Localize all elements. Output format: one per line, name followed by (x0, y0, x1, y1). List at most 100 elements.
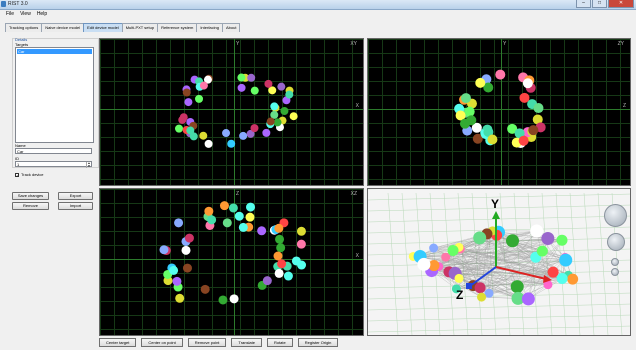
marker-sphere[interactable] (228, 203, 238, 213)
id-stepper[interactable]: 1 ▲ ▼ (15, 161, 92, 168)
marker-sphere[interactable] (204, 206, 214, 216)
zy-view[interactable]: ZY Y Z (367, 38, 631, 186)
marker-sphere[interactable] (464, 106, 475, 117)
marker-sphere[interactable] (541, 232, 555, 246)
marker-sphere[interactable] (441, 252, 451, 262)
marker-sphere[interactable] (277, 82, 286, 91)
marker-sphere[interactable] (291, 256, 301, 266)
marker-sphere[interactable] (218, 295, 228, 305)
marker-sphere[interactable] (477, 292, 487, 302)
marker-sphere[interactable] (239, 131, 248, 140)
rotate-control-icon[interactable] (604, 204, 627, 227)
marker-sphere[interactable] (547, 266, 559, 278)
marker-sphere[interactable] (184, 233, 194, 243)
menu-help[interactable]: Help (36, 11, 48, 17)
xz-view[interactable]: XZ Z X (99, 188, 364, 336)
marker-sphere[interactable] (204, 139, 213, 148)
marker-sphere[interactable] (207, 215, 217, 225)
remove-button[interactable]: Remove (12, 202, 49, 210)
tab-edit-device-model[interactable]: Edit device model (83, 23, 123, 32)
register-origin-button[interactable]: Register Origin (297, 338, 339, 347)
marker-sphere[interactable] (533, 103, 544, 114)
marker-sphere[interactable] (246, 129, 255, 138)
marker-sphere[interactable] (182, 88, 191, 97)
marker-sphere[interactable] (182, 263, 192, 273)
marker-sphere[interactable] (484, 288, 494, 298)
marker-sphere[interactable] (246, 202, 256, 212)
marker-sphere[interactable] (159, 245, 169, 255)
marker-sphere[interactable] (189, 132, 198, 141)
marker-sphere[interactable] (270, 110, 279, 119)
maximize-button[interactable]: □ (592, 0, 607, 8)
xy-view[interactable]: XY Y X (99, 38, 364, 186)
marker-sphere[interactable] (556, 234, 568, 246)
marker-sphere[interactable] (510, 280, 524, 294)
rotate-button[interactable]: Rotate (266, 338, 293, 347)
marker-sphere[interactable] (428, 260, 440, 272)
translate-button[interactable]: Translate (231, 338, 262, 347)
marker-sphere[interactable] (178, 115, 187, 124)
marker-sphere[interactable] (276, 243, 286, 253)
marker-sphere[interactable] (518, 135, 529, 146)
name-field[interactable]: Car (15, 148, 92, 154)
marker-sphere[interactable] (474, 282, 486, 294)
marker-sphere[interactable] (528, 125, 539, 136)
marker-sphere[interactable] (296, 239, 306, 249)
tab-multi-pxt-setup[interactable]: Multi-PXT setup (121, 23, 159, 32)
marker-sphere[interactable] (559, 253, 573, 267)
tab-naive-device-model[interactable]: Naive device model (41, 23, 85, 32)
minimize-button[interactable]: – (576, 0, 591, 8)
marker-sphere[interactable] (472, 133, 483, 144)
spin-arrows-icon[interactable]: ▲ ▼ (86, 161, 91, 168)
marker-sphere[interactable] (289, 112, 298, 121)
marker-sphere[interactable] (471, 122, 482, 133)
marker-sphere[interactable] (266, 117, 275, 126)
zoom-in-icon[interactable] (611, 258, 619, 266)
marker-sphere[interactable] (536, 245, 548, 257)
marker-sphere[interactable] (454, 273, 464, 283)
marker-sphere[interactable] (460, 93, 471, 104)
marker-sphere[interactable] (274, 268, 284, 278)
marker-sphere[interactable] (459, 118, 470, 129)
marker-sphere[interactable] (222, 218, 232, 228)
tab-interfacing[interactable]: Interfacing (196, 23, 223, 32)
marker-sphere[interactable] (262, 128, 271, 137)
marker-sphere[interactable] (521, 292, 535, 306)
marker-sphere[interactable] (455, 110, 466, 121)
marker-sphere[interactable] (174, 218, 184, 228)
marker-sphere[interactable] (519, 92, 530, 103)
marker-sphere[interactable] (175, 124, 184, 133)
marker-sphere[interactable] (247, 73, 256, 82)
marker-sphere[interactable] (417, 257, 431, 271)
marker-sphere[interactable] (199, 131, 208, 140)
marker-sphere[interactable] (203, 75, 212, 84)
marker-sphere[interactable] (532, 114, 543, 125)
tab-reference-system[interactable]: Reference system (157, 23, 198, 32)
zoom-out-icon[interactable] (611, 268, 619, 276)
targets-list[interactable]: Car (15, 47, 94, 143)
menu-file[interactable]: File (6, 11, 15, 17)
marker-sphere[interactable] (511, 291, 525, 305)
marker-sphere[interactable] (285, 90, 294, 99)
marker-sphere[interactable] (169, 265, 179, 275)
marker-sphere[interactable] (273, 251, 283, 261)
marker-sphere[interactable] (172, 276, 182, 286)
marker-sphere[interactable] (184, 98, 193, 107)
marker-sphere[interactable] (507, 123, 518, 134)
track-device-checkbox[interactable]: ✓ (15, 173, 19, 178)
marker-sphere[interactable] (567, 273, 579, 285)
marker-sphere[interactable] (257, 226, 267, 236)
marker-sphere[interactable] (199, 81, 208, 90)
marker-sphere[interactable] (277, 259, 287, 269)
marker-sphere[interactable] (530, 224, 544, 238)
marker-sphere[interactable] (522, 78, 533, 89)
tab-about[interactable]: About (222, 23, 241, 32)
marker-sphere[interactable] (270, 102, 279, 111)
tab-tracking-options[interactable]: Tracking options (5, 23, 43, 32)
list-item[interactable]: Car (17, 49, 92, 54)
marker-sphere[interactable] (273, 118, 282, 127)
marker-sphere[interactable] (274, 223, 284, 233)
marker-sphere[interactable] (237, 73, 246, 82)
close-button[interactable]: ✕ (608, 0, 634, 8)
marker-sphere[interactable] (483, 127, 494, 138)
